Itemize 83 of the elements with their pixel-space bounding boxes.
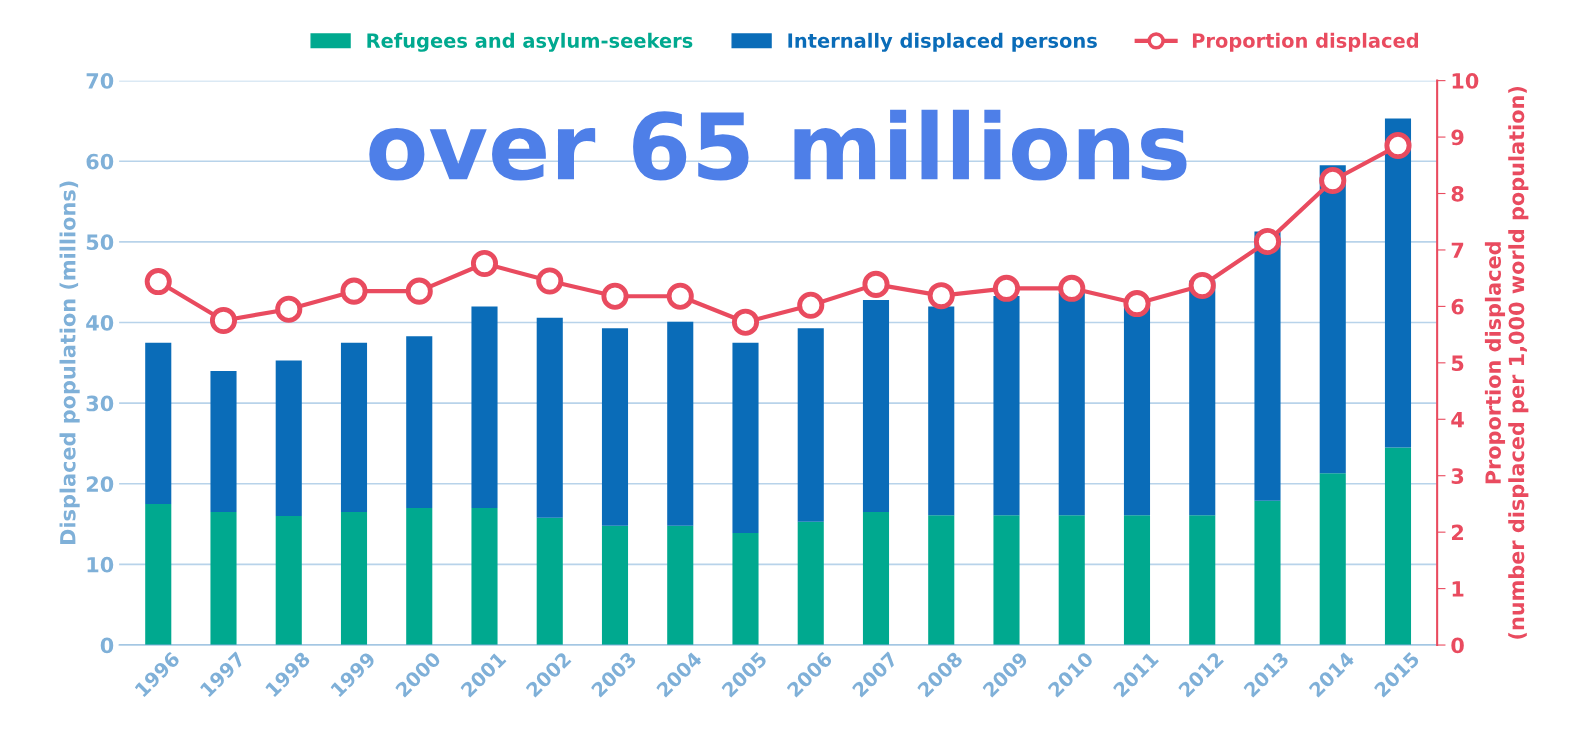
y-tick-label: 20: [86, 476, 114, 492]
y2-tick-label: 2: [1451, 524, 1464, 541]
bar: [928, 515, 955, 646]
point: [536, 267, 564, 295]
point: [862, 270, 890, 298]
point: [1123, 290, 1151, 318]
y2-tick-label: 4: [1451, 412, 1464, 428]
bar: [928, 306, 955, 516]
point: [927, 282, 955, 310]
annotation: over 65 millions: [369, 109, 1187, 181]
bar: [601, 525, 629, 646]
y-tick-label: 60: [86, 153, 114, 170]
bar: [993, 295, 1020, 516]
legend-label: Refugees and asylum-seekers: [367, 32, 693, 52]
y-tick-label: 40: [86, 314, 114, 331]
bar: [862, 512, 890, 646]
bar: [1189, 515, 1216, 646]
y2-tick-label: 0: [1451, 637, 1464, 654]
bar: [406, 507, 433, 646]
bar: [1384, 447, 1412, 646]
point: [144, 268, 172, 296]
bar: [1384, 118, 1412, 448]
point: [1058, 274, 1086, 302]
y2-tick-label: 10: [1452, 73, 1479, 89]
bar: [1254, 231, 1281, 501]
y2-axis-title: Proportion displaced (number displaced per 1,000 world population): [1484, 86, 1529, 639]
bar: [210, 370, 237, 512]
bar: [406, 336, 433, 508]
bar: [797, 328, 824, 522]
point: [209, 306, 238, 335]
point: [340, 277, 368, 305]
point: [275, 295, 303, 323]
bar: [536, 317, 563, 518]
point: [666, 282, 694, 310]
y-axis-title: Displaced population (millions): [59, 181, 80, 544]
point: [992, 274, 1021, 302]
bar: [732, 342, 759, 533]
bar: [275, 516, 302, 646]
y-tick-label: 70: [86, 73, 114, 89]
y2-tick-label: 3: [1451, 468, 1464, 484]
point: [797, 291, 825, 319]
y2-tick-label: 5: [1451, 355, 1464, 372]
bar: [601, 328, 629, 526]
point: [1319, 166, 1347, 195]
bar: [862, 299, 890, 512]
y-tick-label: 50: [86, 234, 114, 251]
bar: [1319, 165, 1346, 474]
bar: [275, 360, 302, 517]
bar: [340, 512, 368, 646]
point: [405, 277, 433, 305]
bar: [145, 503, 172, 646]
point: [470, 249, 499, 278]
bar: [145, 342, 172, 504]
point: [1384, 132, 1412, 160]
bar: [1319, 473, 1346, 646]
bar: [993, 515, 1020, 646]
y-tick-label: 0: [100, 637, 114, 654]
y2-tick-label: 9: [1451, 129, 1464, 146]
y-tick-label: 10: [87, 556, 114, 573]
bar: [667, 525, 694, 646]
legend-label: Internally displaced persons: [788, 32, 1097, 52]
bar: [797, 521, 824, 646]
bar: [1058, 292, 1085, 516]
point: [1188, 271, 1216, 300]
y2-tick-label: 7: [1451, 242, 1464, 258]
bar: [667, 321, 694, 526]
bar: [536, 517, 563, 646]
bar: [471, 507, 498, 646]
y2-tick-label: 8: [1451, 185, 1464, 202]
legend-label: Proportion displaced: [1192, 32, 1419, 52]
point: [731, 308, 760, 336]
bar: [732, 532, 759, 646]
bar: [210, 512, 237, 646]
bar: [1058, 515, 1085, 646]
bar: [1123, 515, 1151, 646]
bar: [1254, 500, 1281, 646]
y2-tick-label: 1: [1452, 581, 1464, 597]
bar: [471, 306, 498, 508]
point: [601, 282, 629, 310]
point: [1253, 227, 1282, 256]
bar: [340, 342, 368, 512]
y2-tick-label: 6: [1451, 298, 1464, 315]
y-tick-label: 30: [86, 395, 114, 412]
